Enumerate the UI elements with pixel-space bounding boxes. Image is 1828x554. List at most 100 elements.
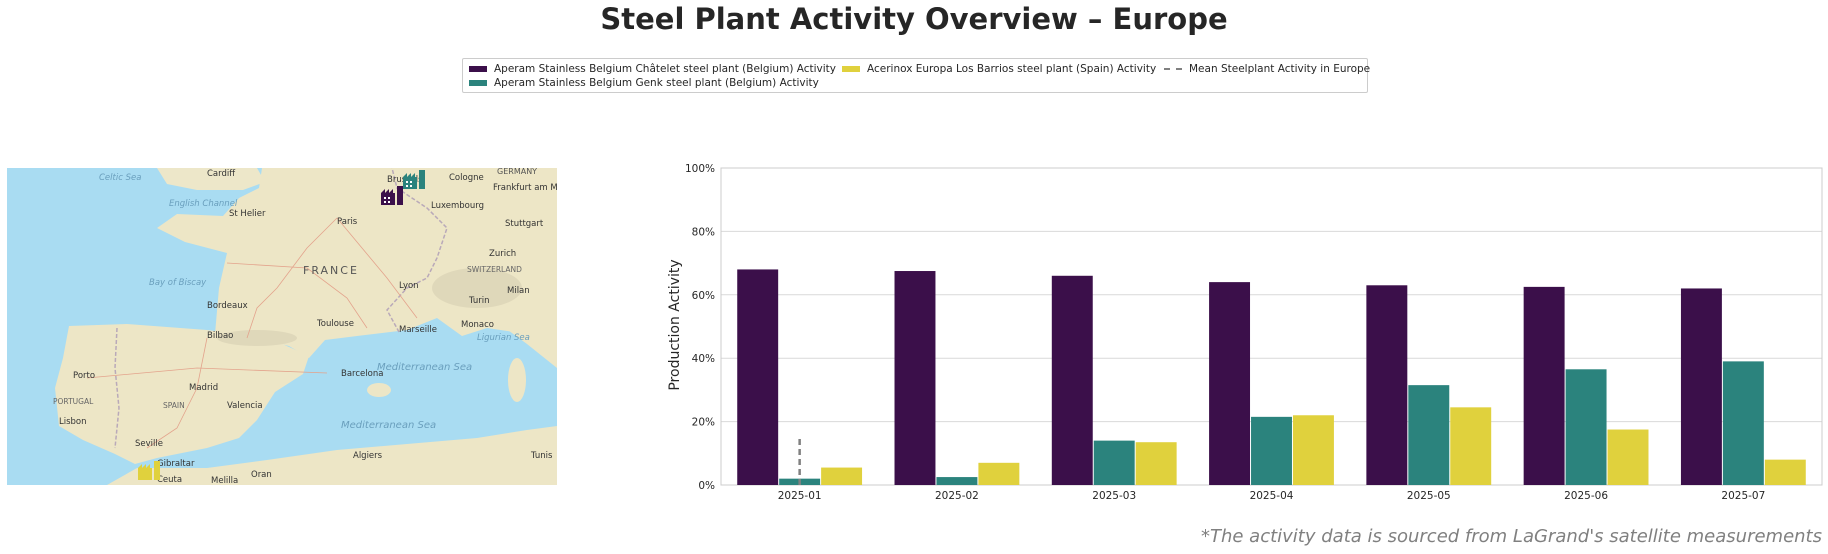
map-label-cardiff: Cardiff (207, 169, 236, 179)
bar-genk (936, 477, 978, 485)
bar-chatelet (1523, 286, 1565, 485)
factory-icon[interactable] (381, 186, 403, 205)
legend-label-mean: Mean Steelplant Activity in Europe (1189, 63, 1371, 75)
x-tick-label: 2025-04 (1250, 490, 1294, 500)
page-title: Steel Plant Activity Overview – Europe (600, 2, 1228, 36)
map-label-paris: Paris (337, 217, 358, 227)
map-border-east (386, 168, 448, 333)
map-label-milan: Milan (507, 286, 530, 296)
x-tick-label: 2025-01 (778, 490, 822, 500)
map-label-turin: Turin (468, 296, 490, 306)
chart-legend: Aperam Stainless Belgium Châtelet steel … (462, 58, 1370, 93)
chart-svg: 0% 20% 40% 60% 80% 100% 2025-01 2025-02 2025-03 2… (667, 163, 1823, 502)
map-label-monaco: Monaco (461, 320, 494, 330)
map-label-cologne: Cologne (449, 173, 484, 183)
map-label-seville: Seville (135, 439, 163, 449)
y-tick-label: 100% (685, 163, 715, 175)
map-svg: Celtic Sea Cardiff GERMANY Cologne Bruss… (7, 168, 557, 485)
x-tick-label: 2025-05 (1407, 490, 1451, 500)
bar-chatelet (1680, 288, 1722, 485)
map-label-stuttgart: Stuttgart (505, 219, 544, 229)
map-label-spain: SPAIN (163, 401, 185, 410)
legend-swatch-mean (1164, 68, 1182, 70)
bar-genk (1093, 440, 1135, 485)
y-tick-label: 0% (698, 480, 715, 492)
map-border-portugal (114, 327, 120, 449)
x-tick-label: 2025-06 (1564, 490, 1608, 500)
activity-bar-chart: 0% 20% 40% 60% 80% 100% 2025-01 2025-02 2025-03 2… (640, 160, 1828, 502)
map-land-baleares (367, 383, 391, 397)
bar-los-barrios (1292, 415, 1334, 485)
map-road (246, 217, 338, 339)
y-tick-label: 40% (692, 353, 715, 365)
legend-swatch-genk (469, 80, 487, 86)
bar-los-barrios (1450, 407, 1492, 485)
footnote: *The activity data is sourced from LaGra… (1200, 526, 1822, 547)
map-label-lyon: Lyon (399, 281, 419, 291)
legend-label-genk: Aperam Stainless Belgium Genk steel plan… (494, 77, 819, 89)
map-label-france: FRANCE (303, 264, 359, 277)
map-label-marseille: Marseille (399, 325, 437, 335)
map-label-switzerland: SWITZERLAND (467, 265, 522, 274)
map-label-madrid: Madrid (189, 383, 218, 393)
map-road (336, 217, 418, 319)
legend-label-chatelet: Aperam Stainless Belgium Châtelet steel … (494, 63, 837, 75)
legend-label-los-barrios: Acerinox Europa Los Barrios steel plant … (867, 63, 1157, 75)
legend-item-mean: Mean Steelplant Activity in Europe (1164, 63, 1370, 75)
map-label-st-helier: St Helier (229, 209, 266, 219)
map-label-tunis: Tunis (530, 451, 553, 461)
factory-icon[interactable] (138, 461, 160, 480)
map-road (86, 367, 328, 379)
map-label-ceuta: Ceuta (157, 475, 182, 485)
map-label-porto: Porto (73, 371, 95, 381)
bar-chatelet (1366, 285, 1408, 485)
map-label-oran: Oran (251, 470, 272, 480)
y-tick-label: 20% (692, 417, 715, 429)
map-label-bordeaux: Bordeaux (207, 301, 248, 311)
map-label-algiers: Algiers (353, 451, 383, 461)
europe-map: Celtic Sea Cardiff GERMANY Cologne Bruss… (7, 168, 557, 485)
bar-los-barrios (821, 467, 863, 485)
bar-genk (1251, 416, 1292, 485)
map-label-ligurian-sea: Ligurian Sea (477, 333, 530, 343)
map-label-mediterranean-sea-2: Mediterranean Sea (341, 420, 436, 431)
bar-chatelet (1051, 275, 1093, 485)
map-label-zurich: Zurich (489, 249, 516, 259)
map-label-germany: GERMANY (497, 168, 537, 176)
map-label-english-channel: English Channel (169, 199, 238, 209)
map-road (146, 337, 208, 449)
map-label-lisbon: Lisbon (59, 417, 87, 427)
bar-los-barrios (978, 462, 1020, 485)
bar-los-barrios (1607, 429, 1649, 485)
legend-swatch-los-barrios (842, 66, 860, 72)
x-tick-label: 2025-07 (1721, 490, 1765, 500)
map-label-melilla: Melilla (211, 476, 238, 485)
map-land-corsica (508, 358, 526, 402)
map-label-celtic-sea: Celtic Sea (99, 173, 141, 183)
bar-genk (1408, 385, 1450, 485)
legend-swatch-chatelet (469, 66, 487, 72)
map-label-barcelona: Barcelona (341, 369, 383, 379)
legend-item-chatelet: Aperam Stainless Belgium Châtelet steel … (469, 63, 836, 75)
map-land-africa (107, 426, 557, 485)
map-land-uk (157, 168, 265, 190)
map-label-valencia: Valencia (227, 401, 263, 411)
bar-chatelet (894, 271, 936, 485)
bar-chatelet (1209, 282, 1251, 485)
map-land-iberia (55, 324, 309, 464)
x-tick-label: 2025-02 (935, 490, 979, 500)
bar-genk (1722, 361, 1764, 485)
bar-los-barrios (1764, 459, 1806, 485)
factory-icon[interactable] (403, 170, 425, 189)
map-land-france (157, 168, 557, 358)
map-label-bay-of-biscay: Bay of Biscay (149, 278, 207, 288)
bar-genk (1565, 369, 1607, 485)
bar-los-barrios (1135, 442, 1177, 485)
map-land-italy (477, 306, 557, 368)
map-road (226, 262, 368, 329)
legend-item-los-barrios: Acerinox Europa Los Barrios steel plant … (842, 63, 1156, 75)
map-label-portugal: PORTUGAL (53, 397, 94, 406)
y-tick-label: 60% (692, 290, 715, 302)
map-label-mediterranean-sea: Mediterranean Sea (377, 362, 472, 373)
map-label-gibraltar: Gibraltar (157, 459, 195, 469)
